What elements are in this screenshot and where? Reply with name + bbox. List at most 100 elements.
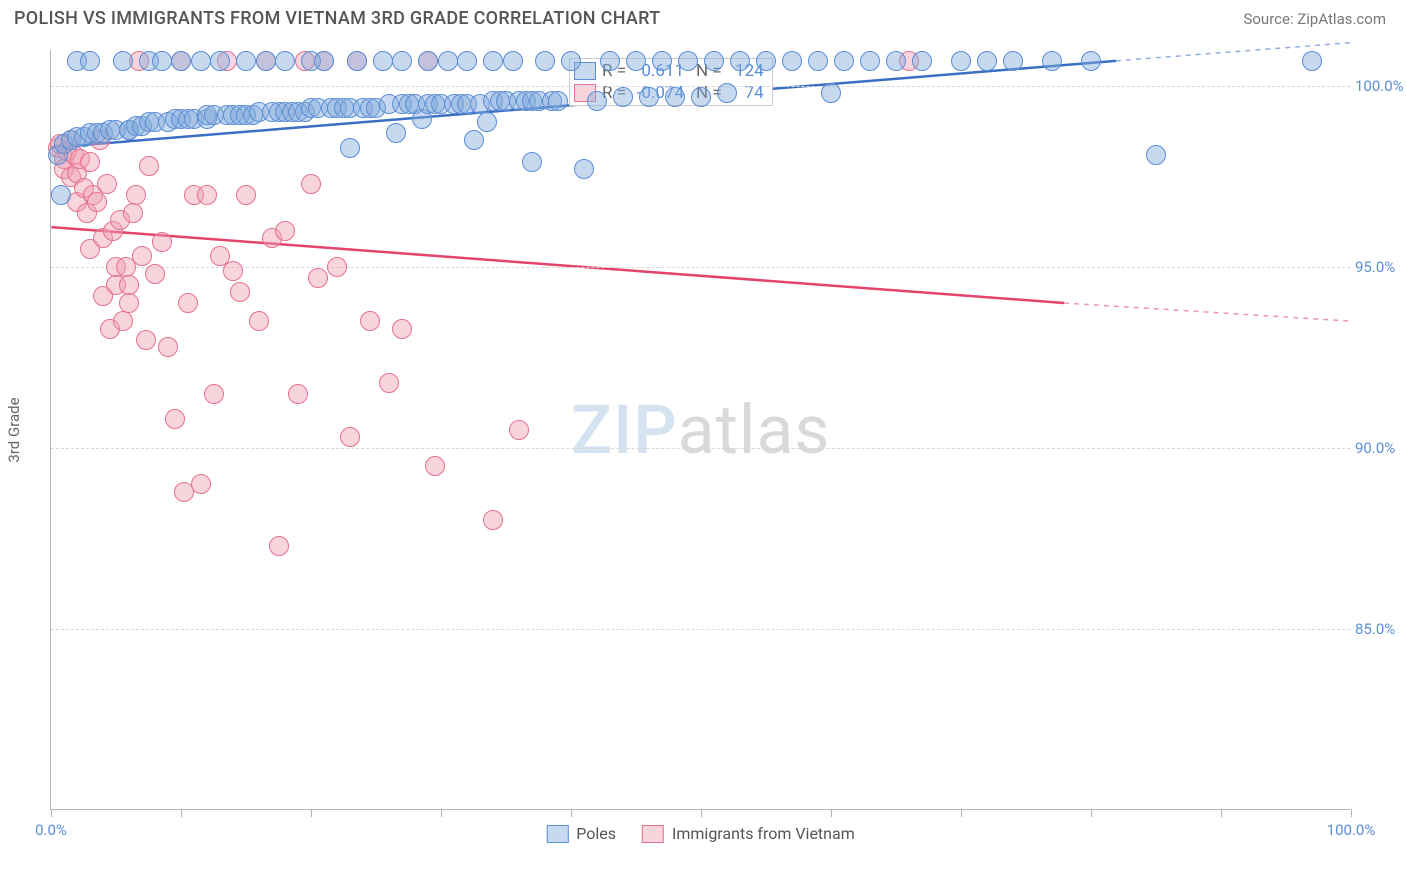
data-point (977, 51, 997, 71)
data-point (509, 420, 529, 440)
trend-line-extrapolated (1064, 303, 1350, 321)
data-point (860, 51, 880, 71)
data-point (652, 51, 672, 71)
data-point (477, 112, 497, 132)
data-point (613, 87, 633, 107)
data-point (587, 91, 607, 111)
data-point (80, 152, 100, 172)
data-point (678, 51, 698, 71)
chart-title: POLISH VS IMMIGRANTS FROM VIETNAM 3RD GR… (14, 8, 660, 29)
x-tick-label: 100.0% (1327, 821, 1376, 839)
x-tick (311, 809, 312, 817)
data-point (256, 51, 276, 71)
data-point (249, 311, 269, 331)
data-point (704, 51, 724, 71)
grid-line (51, 629, 1350, 630)
data-point (301, 174, 321, 194)
data-point (97, 174, 117, 194)
data-point (123, 203, 143, 223)
data-point (912, 51, 932, 71)
data-point (204, 384, 224, 404)
data-point (171, 51, 191, 71)
x-tick (51, 809, 52, 817)
data-point (379, 373, 399, 393)
x-tick (701, 809, 702, 817)
watermark-zip: ZIP (571, 390, 678, 470)
data-point (418, 51, 438, 71)
data-point (119, 275, 139, 295)
data-point (145, 264, 165, 284)
y-tick-label: 90.0% (1355, 439, 1405, 457)
data-point (139, 156, 159, 176)
data-point (308, 268, 328, 288)
data-point (503, 51, 523, 71)
data-point (392, 51, 412, 71)
data-point (373, 51, 393, 71)
y-tick-label: 100.0% (1355, 77, 1405, 95)
data-point (223, 261, 243, 281)
data-point (230, 282, 250, 302)
legend-item: Immigrants from Vietnam (642, 824, 855, 843)
x-tick-label: 0.0% (35, 821, 67, 839)
data-point (665, 87, 685, 107)
watermark-atlas: atlas (678, 390, 831, 470)
source-label: Source: ZipAtlas.com (1243, 10, 1386, 28)
data-point (626, 51, 646, 71)
data-point (236, 51, 256, 71)
data-point (457, 51, 477, 71)
data-point (483, 51, 503, 71)
legend-swatch (642, 825, 664, 843)
data-point (1146, 145, 1166, 165)
data-point (275, 51, 295, 71)
x-tick (1351, 809, 1352, 817)
data-point (191, 474, 211, 494)
data-point (639, 87, 659, 107)
data-point (730, 51, 750, 71)
data-point (210, 51, 230, 71)
legend-label: Poles (576, 824, 616, 843)
data-point (951, 51, 971, 71)
data-point (119, 293, 139, 313)
data-point (464, 130, 484, 150)
data-point (483, 510, 503, 530)
data-point (834, 51, 854, 71)
data-point (269, 536, 289, 556)
data-point (1081, 51, 1101, 71)
data-point (152, 51, 172, 71)
data-point (158, 337, 178, 357)
watermark: ZIPatlas (571, 390, 831, 470)
data-point (691, 87, 711, 107)
data-point (80, 51, 100, 71)
x-tick (961, 809, 962, 817)
x-tick (441, 809, 442, 817)
data-point (756, 51, 776, 71)
y-tick-label: 95.0% (1355, 258, 1405, 276)
data-point (782, 51, 802, 71)
data-point (314, 51, 334, 71)
data-point (347, 51, 367, 71)
data-point (386, 123, 406, 143)
x-tick (571, 809, 572, 817)
grid-line (51, 267, 1350, 268)
data-point (821, 83, 841, 103)
data-point (288, 384, 308, 404)
data-point (197, 185, 217, 205)
x-tick (831, 809, 832, 817)
data-point (1302, 51, 1322, 71)
data-point (1042, 51, 1062, 71)
data-point (152, 232, 172, 252)
data-point (136, 330, 156, 350)
data-point (600, 51, 620, 71)
legend-label: Immigrants from Vietnam (672, 824, 855, 843)
data-point (236, 185, 256, 205)
data-point (535, 51, 555, 71)
legend: Poles Immigrants from Vietnam (546, 824, 854, 843)
data-point (886, 51, 906, 71)
data-point (275, 221, 295, 241)
y-tick-label: 85.0% (1355, 620, 1405, 638)
data-point (191, 51, 211, 71)
data-point (113, 311, 133, 331)
data-point (340, 138, 360, 158)
data-point (548, 91, 568, 111)
data-point (522, 152, 542, 172)
